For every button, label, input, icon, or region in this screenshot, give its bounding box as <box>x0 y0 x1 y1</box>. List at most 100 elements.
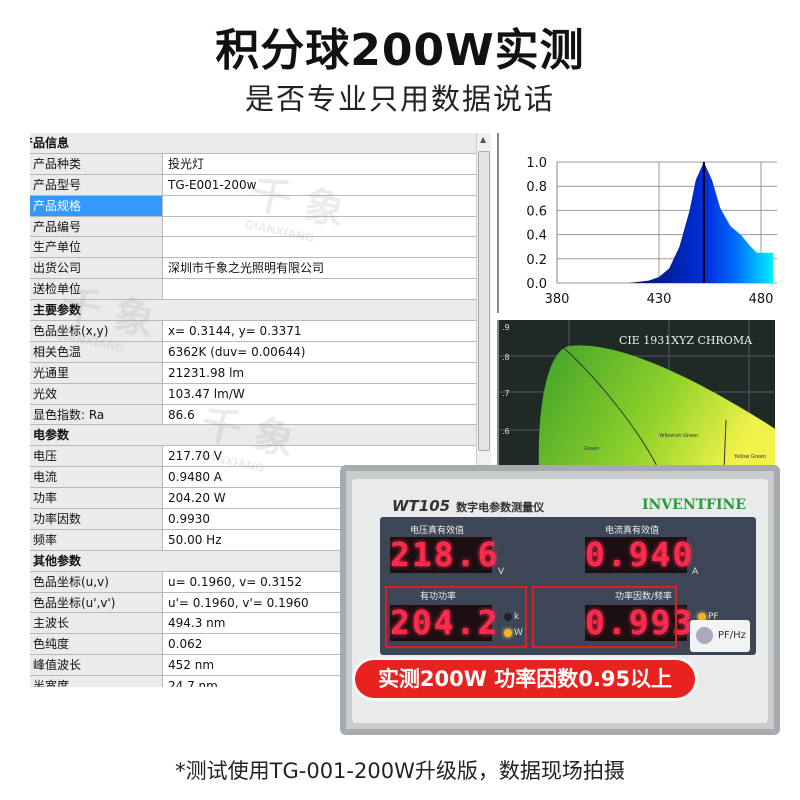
table-row[interactable]: 电流 0.9480 A <box>30 467 476 489</box>
row-value: TG-E001-200w <box>168 177 257 192</box>
voltage-label: 电压真有效值 <box>410 526 465 536</box>
pf-display: 0.993 <box>585 603 695 642</box>
table-row[interactable]: 电压 217.70 V <box>30 446 476 468</box>
current-label: 电流真有效值 <box>605 526 660 536</box>
row-value: 204.20 W <box>168 491 226 506</box>
y-tick: .7 <box>502 389 510 398</box>
table-row[interactable]: 生产单位 <box>30 237 476 259</box>
y-tick-label: 0.4 <box>526 229 547 244</box>
voltage-unit: V <box>498 567 505 577</box>
row-label: 色品坐标(u,v) <box>30 571 163 592</box>
pf-hz-button[interactable]: PF/Hz <box>690 620 750 652</box>
row-value: 24.7 nm <box>168 679 218 687</box>
row-value: 6362K (duv= 0.00644) <box>168 344 306 359</box>
spectrum-area <box>628 162 774 283</box>
row-value: u'= 0.1960, v'= 0.1960 <box>168 595 309 610</box>
row-label: 生产单位 <box>30 237 163 258</box>
y-tick-label: 0.2 <box>526 253 547 268</box>
table-row[interactable]: 峰值波长 452 nm <box>30 655 476 677</box>
table-row[interactable]: 主波长 494.3 nm <box>30 613 476 635</box>
row-label: 产品规格 <box>30 195 163 216</box>
table-row[interactable]: 产品型号 TG-E001-200w <box>30 174 476 196</box>
highlight-box <box>385 586 527 648</box>
table-row[interactable]: 产品编号 <box>30 216 476 238</box>
row-label: 产品编号 <box>30 216 163 237</box>
row-label: 功率因数 <box>30 509 163 529</box>
power-label: 有功功率 <box>420 592 457 602</box>
current-unit: A <box>692 567 699 577</box>
table-row[interactable]: 产品规格 <box>30 195 476 217</box>
row-label: 色纯度 <box>30 634 163 655</box>
y-tick: .8 <box>502 353 510 362</box>
pf-label: 功率因数/频率 <box>615 592 673 602</box>
y-tick-label: 1.0 <box>526 156 547 171</box>
table-row[interactable]: 频率 50.00 Hz <box>30 529 476 551</box>
row-value: 494.3 nm <box>168 616 226 631</box>
table-row[interactable]: 色纯度 0.062 <box>30 634 476 656</box>
row-label: 产品型号 <box>30 174 163 195</box>
region-label: Yellowish Green <box>658 433 698 439</box>
row-label: 半宽度 <box>30 676 163 687</box>
row-value: 103.47 lm/W <box>168 386 245 401</box>
x-tick-label: 380 <box>545 292 570 307</box>
y-tick: .9 <box>502 323 510 332</box>
parameter-table: 产品信息产品种类投光灯产品型号 TG-E001-200w 产品规格产品编号生产单位出… <box>30 133 476 687</box>
section-header: 电参数 <box>30 425 476 447</box>
row-value: 0.062 <box>168 637 203 652</box>
y-tick: .6 <box>502 427 510 436</box>
region-label: Green <box>584 446 599 452</box>
table-row[interactable]: 色品坐标(u,v) u= 0.1960, v= 0.3152 <box>30 571 476 593</box>
row-label: 光通里 <box>30 362 163 383</box>
scroll-up-icon[interactable]: ▲ <box>480 135 487 144</box>
row-label: 送检单位 <box>30 279 163 300</box>
row-value: u= 0.1960, v= 0.3152 <box>168 574 303 589</box>
row-label: 光效 <box>30 383 163 404</box>
row-value: 50.00 Hz <box>168 532 222 547</box>
y-tick-label: 0.0 <box>526 277 547 292</box>
row-value <box>163 196 476 216</box>
row-label: 功率 <box>30 488 163 509</box>
x-tick-label: 480 <box>749 292 774 307</box>
row-label: 主波长 <box>30 613 163 634</box>
section-header: 主要参数 <box>30 300 476 322</box>
table-row[interactable]: 显色指数: Ra 86.6 <box>30 404 476 426</box>
table-row[interactable]: 出货公司 深圳市千象之光照明有限公司 <box>30 258 476 280</box>
cie-title: CIE 1931XYZ CHROMA <box>619 334 753 347</box>
row-label: 峰值波长 <box>30 655 163 676</box>
row-label: 相关色温 <box>30 341 163 362</box>
section-header: 产品信息 <box>30 133 476 154</box>
table-row[interactable]: 产品种类 投光灯 <box>30 153 476 175</box>
table-row[interactable]: 色品坐标(u',v') u'= 0.1960, v'= 0.1960 <box>30 592 476 614</box>
led-w <box>504 629 512 637</box>
led-pf <box>698 613 706 621</box>
table-row[interactable]: 功率因数 0.9930 <box>30 509 476 530</box>
voltage-display: 218.6 <box>390 535 500 574</box>
row-label: 电压 <box>30 446 163 467</box>
table-row[interactable]: 色品坐标(x,y) x= 0.3144, y= 0.3371 <box>30 321 476 342</box>
meter-title: WT105 数字电参数测量仪 <box>392 497 545 515</box>
row-label: 出货公司 <box>30 258 163 279</box>
page-title: 积分球200W实测 <box>215 25 585 76</box>
table-row[interactable]: 光通里 21231.98 lm <box>30 362 476 384</box>
row-value: 深圳市千象之光照明有限公司 <box>168 261 325 276</box>
row-value: x= 0.3144, y= 0.3371 <box>168 324 302 339</box>
table-row[interactable]: 光效 103.47 lm/W <box>30 383 476 405</box>
highlight-box <box>532 586 677 648</box>
x-tick-label: 430 <box>647 292 672 307</box>
button-knob-icon <box>696 627 713 644</box>
row-value: 投光灯 <box>168 156 205 171</box>
y-tick-label: 0.8 <box>526 180 547 195</box>
row-label: 频率 <box>30 529 163 550</box>
brand-logo: INVENTFINE <box>641 497 746 513</box>
row-value: 0.9480 A <box>168 470 223 485</box>
table-row[interactable]: 送检单位 <box>30 279 476 301</box>
spectrum-chart: 0.0 0.2 0.4 0.6 0.8 1.0 380 430 480 <box>497 133 777 313</box>
row-value: 0.9930 <box>168 512 210 527</box>
page-subtitle: 是否专业只用数据说话 <box>244 82 555 116</box>
scroll-thumb[interactable] <box>478 151 490 451</box>
row-value <box>163 279 476 299</box>
table-row[interactable]: 相关色温 6362K (duv= 0.00644) <box>30 341 476 363</box>
table-row[interactable]: 半宽度 24.7 nm <box>30 676 476 687</box>
row-value <box>163 217 476 237</box>
table-row[interactable]: 功率 204.20 W <box>30 488 476 510</box>
